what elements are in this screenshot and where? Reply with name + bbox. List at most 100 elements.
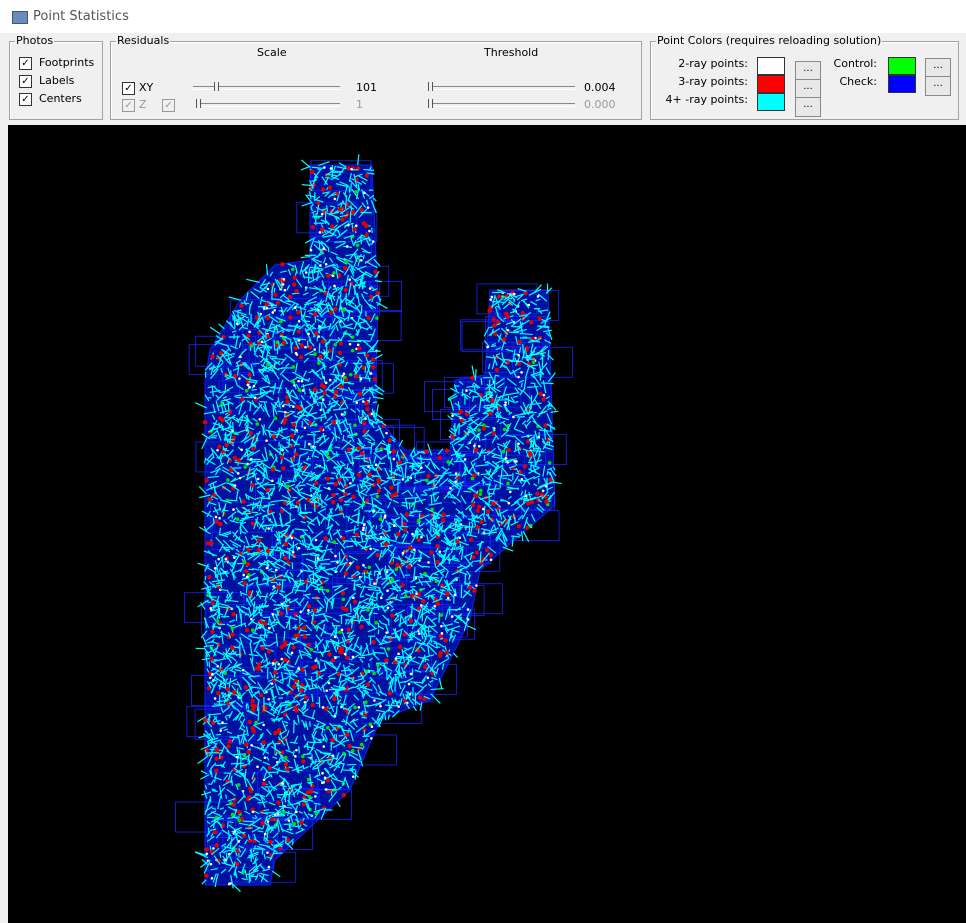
point [232,780,233,786]
point [402,552,405,555]
point [375,291,379,295]
point [392,449,396,453]
point [512,416,515,419]
point [315,812,319,816]
point [441,518,445,522]
point [441,512,445,516]
point [373,582,376,585]
point [304,427,307,430]
page: Point Statistics Photos Residuals Point … [0,0,966,923]
point [503,428,507,432]
point [297,667,300,670]
point [311,488,312,492]
point [537,316,541,320]
point [282,405,285,408]
point [252,811,255,814]
point [325,382,328,385]
point [294,755,297,758]
point [506,461,509,464]
point [373,377,377,381]
point [319,264,322,267]
point [221,721,224,724]
point [272,435,276,439]
point [255,422,259,426]
point [347,628,351,632]
point [370,372,373,375]
point [242,560,246,564]
point [362,429,366,433]
point [343,375,347,379]
point [393,458,396,461]
point [521,478,524,481]
point [250,402,251,411]
point [264,633,265,638]
point [439,556,443,557]
point [421,599,425,603]
point [281,782,284,785]
point [445,449,449,453]
point [289,438,290,447]
point [268,866,271,869]
point [494,376,495,390]
point [506,448,510,452]
point [213,518,214,524]
point [268,840,272,844]
point [538,392,542,396]
point [294,306,297,309]
point [343,288,347,292]
point [282,837,287,838]
point [203,718,207,722]
point [265,302,269,306]
point [329,310,333,314]
point [389,485,393,489]
point [346,166,350,170]
point [411,533,414,536]
point [353,706,357,710]
point [334,242,345,243]
point [379,517,383,521]
point [228,739,232,743]
point [214,519,218,523]
point [245,389,249,393]
point [366,608,370,612]
point [209,676,212,679]
point [362,564,365,567]
point [219,729,222,732]
point [207,575,211,579]
point [363,255,364,260]
point [358,676,363,677]
point [257,667,261,671]
point [491,296,494,299]
point [314,481,318,485]
point [282,341,286,345]
point [369,287,372,290]
point [492,323,496,327]
point [271,311,274,314]
point [317,557,320,560]
point [285,701,289,702]
point [362,400,365,403]
point [242,574,245,577]
point [352,224,353,231]
point [322,706,325,709]
point [244,685,248,689]
point [369,548,372,551]
point [290,434,294,438]
point [308,443,311,446]
point [292,275,296,279]
point [364,233,368,237]
point [246,750,250,754]
point [420,466,423,469]
point [418,695,422,699]
point [322,745,325,748]
point [402,522,406,526]
point [376,525,377,529]
point [302,389,305,392]
point [477,505,481,509]
point [425,479,429,483]
group-title: Photos [15,34,54,47]
point [245,628,249,632]
point [415,577,418,580]
point [224,859,227,862]
point [307,341,308,348]
